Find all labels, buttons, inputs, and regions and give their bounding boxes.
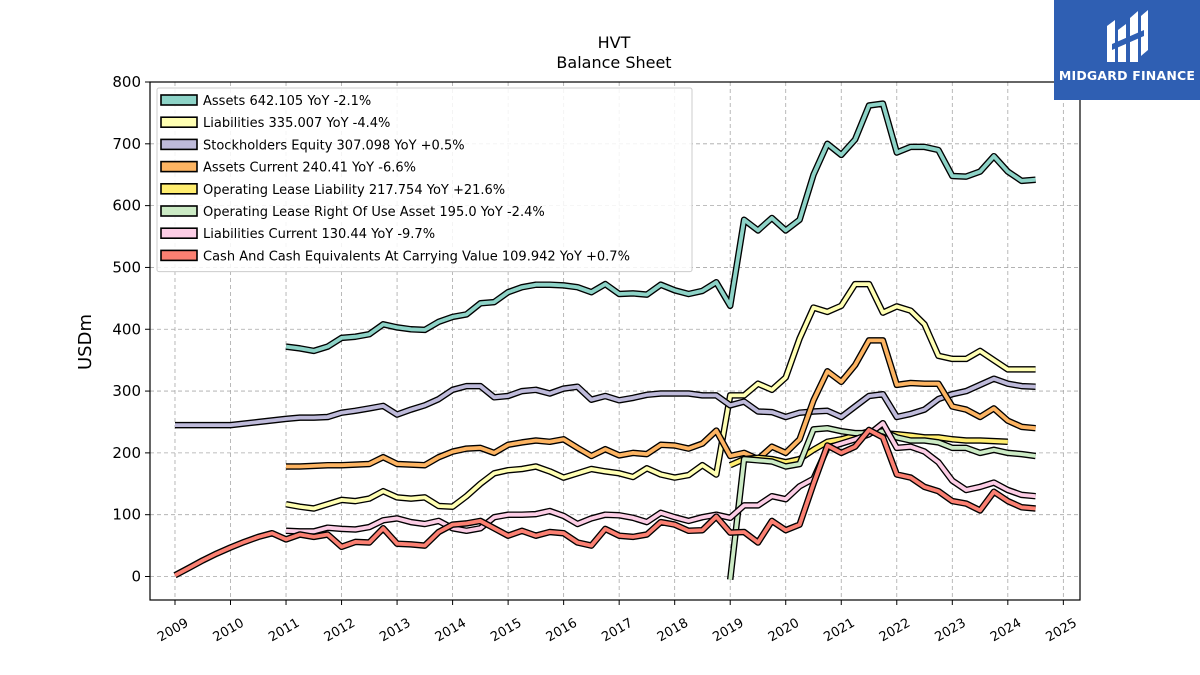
x-tick-label: 2018 [655,616,691,646]
brand-logo: MIDGARD FINANCE [1054,0,1200,100]
x-tick-label: 2020 [766,616,802,646]
y-axis-label: USDm [75,314,96,370]
legend-entry: Operating Lease Liability 217.754 YoY +2… [203,183,505,198]
series-outline [286,337,1036,470]
x-tick-label: 2022 [877,616,913,646]
legend-swatch [160,138,198,151]
brand-name: MIDGARD FINANCE [1058,68,1196,83]
legend-swatch [160,249,198,262]
legend-entry: Cash And Cash Equivalents At Carrying Va… [203,249,630,264]
x-tick-label: 2025 [1044,616,1080,646]
x-tick-label: 2024 [988,616,1024,646]
x-tick-label: 2016 [544,616,580,646]
legend-swatch [160,227,198,239]
x-tick-label: 2010 [211,616,247,646]
x-tick-label: 2011 [266,616,302,646]
series-line [175,376,1036,427]
legend-entry: Stockholders Equity 307.098 YoY +0.5% [203,138,465,153]
legend-entry: Liabilities 335.007 YoY -4.4% [203,116,390,131]
legend: Assets 642.105 YoY -2.1% Liabilities 335.… [156,87,693,273]
series-line [285,421,1036,534]
y-tick-label: 0 [131,568,141,586]
legend-swatch [160,116,198,128]
legend-swatch [160,94,198,106]
series-lines [173,100,1037,580]
x-tick-label: 2012 [322,616,358,646]
legend-swatch [160,183,198,195]
chart-title: HVT [598,33,631,52]
x-tick-label: 2009 [155,616,191,646]
legend-frame [156,87,693,273]
y-tick-label: 400 [112,320,141,338]
y-tick-label: 700 [112,135,141,153]
x-tick-label: 2023 [932,616,968,646]
legend-entry: Assets 642.105 YoY -2.1% [203,94,371,109]
legend-swatch [160,205,198,217]
x-tick-label: 2021 [821,616,857,646]
y-tick-label: 600 [112,197,141,215]
legend-entry: Liabilities Current 130.44 YoY -9.7% [203,227,435,242]
series-line [174,428,1036,577]
legend-entry: Assets Current 240.41 YoY -6.6% [203,161,416,176]
legend-swatch [160,160,198,173]
y-tick-label: 200 [112,444,141,462]
chart-subtitle: Balance Sheet [556,53,671,72]
legend-entry: Operating Lease Right Of Use Asset 195.0… [203,205,545,220]
plot-frame [149,81,1081,601]
x-tick-label: 2019 [710,616,746,646]
series-line [285,101,1036,353]
x-tick-label: 2017 [599,616,635,646]
x-tick-label: 2014 [433,616,469,646]
x-tick-label: 2015 [488,616,524,646]
series-line [728,426,1036,580]
y-tick-label: 100 [112,506,141,524]
midgard-logo-icon [1107,10,1148,62]
series-line [285,282,1036,511]
series-line [286,338,1036,469]
x-tick-label: 2013 [377,616,413,646]
y-tick-label: 500 [112,258,141,276]
y-tick-label: 800 [112,73,141,91]
y-tick-label: 300 [112,382,141,400]
